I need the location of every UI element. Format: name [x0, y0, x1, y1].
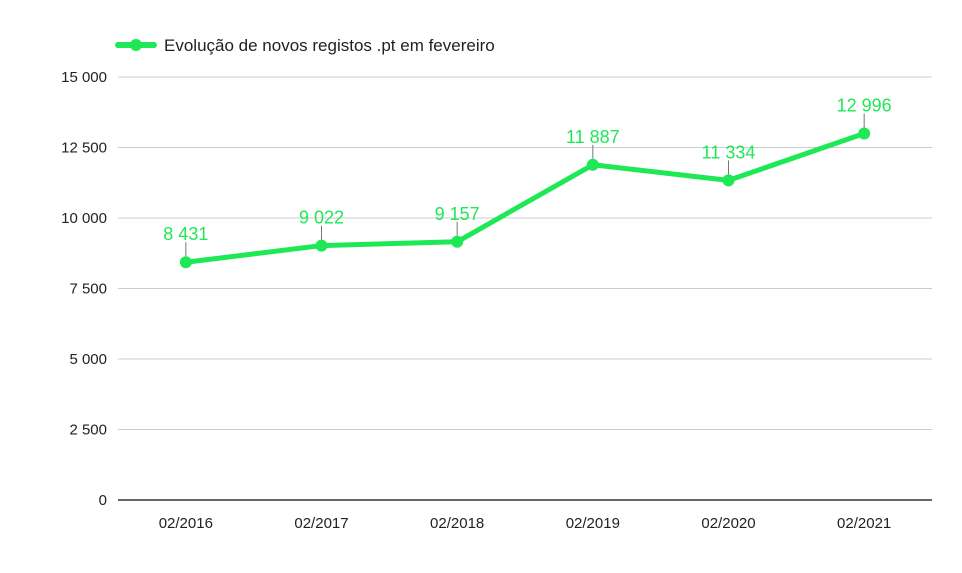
legend-label: Evolução de novos registos .pt em fevere… [164, 36, 495, 55]
data-label: 12 996 [837, 96, 892, 116]
y-tick-label: 10 000 [61, 210, 107, 227]
gridlines [118, 76, 932, 430]
y-tick-label: 15 000 [61, 69, 107, 86]
x-tick-label: 02/2020 [701, 515, 755, 532]
data-point [451, 235, 464, 248]
y-tick-label: 7 500 [69, 281, 107, 298]
data-point [722, 174, 735, 187]
series-line-group [179, 127, 871, 269]
data-point [858, 127, 871, 140]
x-tick-label: 02/2016 [159, 515, 213, 532]
series-line [183, 131, 867, 265]
x-tick-label: 02/2021 [837, 515, 891, 532]
x-tick-label: 02/2017 [294, 515, 348, 532]
data-label: 9 022 [299, 208, 344, 228]
data-point [586, 158, 599, 171]
data-point [179, 256, 192, 269]
legend: Evolução de novos registos .pt em fevere… [115, 36, 495, 55]
legend-marker-swatch [130, 39, 142, 51]
x-axis-ticks: 02/2016 02/2017 02/2018 02/2019 02/2020 02/20… [159, 515, 892, 532]
y-tick-label: 2 500 [69, 422, 107, 439]
data-label: 8 431 [163, 224, 208, 244]
x-tick-label: 02/2019 [566, 515, 620, 532]
y-axis-ticks: 0 2 500 5 000 7 500 10 000 12 500 15 000 [61, 69, 107, 509]
data-label: 11 334 [702, 142, 756, 162]
data-label: 9 157 [435, 204, 480, 224]
data-labels: 8 431 9 022 9 157 11 887 11 334 12 996 [163, 96, 892, 257]
y-tick-label: 12 500 [61, 140, 107, 157]
y-tick-label: 0 [99, 492, 107, 509]
y-tick-label: 5 000 [69, 351, 107, 368]
x-tick-label: 02/2018 [430, 515, 484, 532]
data-point [315, 239, 328, 252]
data-label: 11 887 [566, 127, 620, 147]
